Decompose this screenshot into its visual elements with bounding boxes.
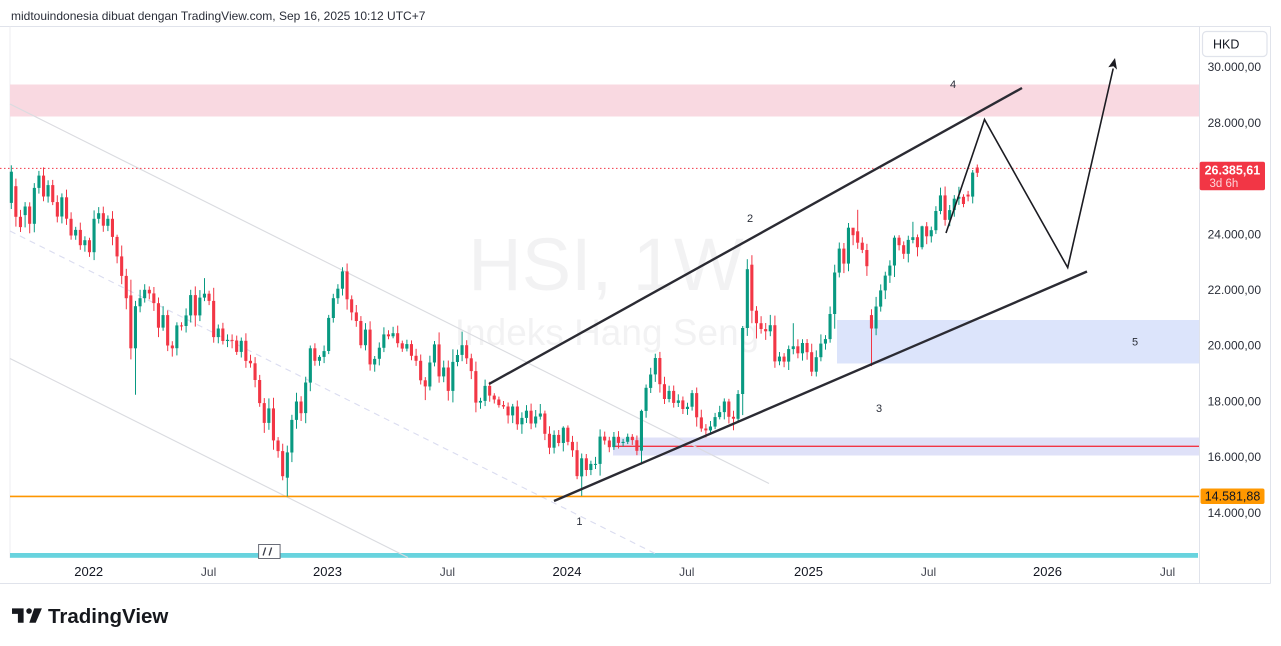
svg-text:26.385,61: 26.385,61	[1205, 164, 1261, 178]
svg-text:Jul: Jul	[1160, 565, 1175, 579]
svg-text:22.000,00: 22.000,00	[1208, 283, 1262, 297]
svg-text:Jul: Jul	[679, 565, 694, 579]
svg-text:16.000,00: 16.000,00	[1208, 450, 1262, 464]
svg-text:2025: 2025	[794, 564, 823, 579]
svg-text:20.000,00: 20.000,00	[1208, 339, 1262, 353]
svg-text:30.000,00: 30.000,00	[1208, 60, 1262, 74]
svg-text:5: 5	[1132, 337, 1138, 349]
svg-text:midtouindonesia dibuat dengan: midtouindonesia dibuat dengan TradingVie…	[11, 9, 426, 23]
svg-text:2026: 2026	[1033, 564, 1062, 579]
svg-text:14.581,88: 14.581,88	[1205, 490, 1261, 504]
svg-text:HKD: HKD	[1213, 38, 1239, 52]
svg-text:Jul: Jul	[440, 565, 455, 579]
svg-text:18.000,00: 18.000,00	[1208, 394, 1262, 408]
svg-text:28.000,00: 28.000,00	[1208, 116, 1262, 130]
svg-text:HSI, 1W: HSI, 1W	[468, 223, 744, 306]
svg-text:3: 3	[876, 403, 882, 415]
svg-text:2023: 2023	[313, 564, 342, 579]
svg-text:14.000,00: 14.000,00	[1208, 506, 1262, 520]
svg-text:2: 2	[747, 213, 753, 225]
svg-text:1: 1	[576, 516, 582, 528]
svg-text:4: 4	[950, 79, 956, 91]
svg-text:24.000,00: 24.000,00	[1208, 227, 1262, 241]
svg-text:Jul: Jul	[201, 565, 216, 579]
svg-text:2022: 2022	[74, 564, 103, 579]
svg-text:3d 6h: 3d 6h	[1210, 178, 1239, 190]
svg-text:TradingView: TradingView	[48, 605, 168, 628]
svg-text:Jul: Jul	[921, 565, 936, 579]
svg-text:2024: 2024	[553, 564, 582, 579]
